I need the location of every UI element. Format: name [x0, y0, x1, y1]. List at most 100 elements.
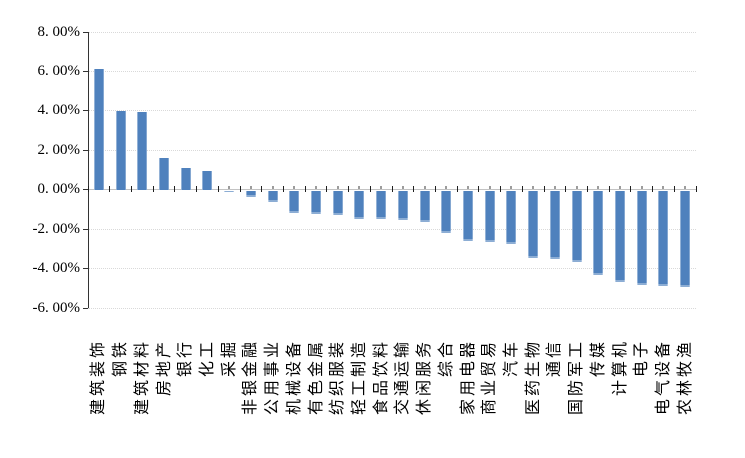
bar	[289, 190, 300, 213]
y-tick-label: 8. 00%	[37, 23, 81, 40]
x-category-label: 农林牧渔	[676, 339, 694, 416]
category-boundary-tick	[456, 185, 458, 192]
category-boundary-tick	[500, 185, 502, 192]
bar	[397, 190, 408, 221]
x-category-label: 轻工制造	[350, 339, 368, 416]
x-category-label: 电气设备	[654, 339, 672, 416]
category-boundary-tick	[369, 185, 371, 192]
category-boundary-tick	[478, 185, 480, 192]
x-category-label: 建筑装饰	[90, 339, 108, 416]
y-tick-label: 2. 00%	[37, 141, 81, 158]
y-axis-tick	[83, 189, 88, 191]
x-category-label: 纺织服装	[329, 339, 347, 416]
x-category-label: 非银金融	[242, 339, 260, 416]
x-category-label: 公用事业	[264, 339, 282, 416]
x-category-label: 计算机	[611, 339, 629, 397]
category-boundary-tick	[326, 185, 328, 192]
grid-line	[88, 268, 696, 270]
category-center-tick	[597, 185, 600, 189]
category-boundary-tick	[543, 185, 545, 192]
category-center-tick	[271, 185, 274, 189]
x-category-label: 传媒	[589, 339, 607, 378]
category-center-tick	[358, 185, 361, 189]
bar	[549, 190, 560, 260]
bar	[441, 190, 452, 234]
bar	[484, 190, 495, 242]
category-boundary-tick	[217, 185, 219, 192]
category-center-tick	[510, 185, 513, 189]
category-boundary-tick	[282, 185, 284, 192]
category-boundary-tick	[348, 185, 350, 192]
bar	[267, 190, 278, 202]
bar	[376, 190, 387, 220]
x-category-label: 医药生物	[524, 339, 542, 416]
category-center-tick	[532, 185, 535, 189]
bar	[658, 190, 669, 286]
bar	[245, 190, 256, 197]
category-center-tick	[445, 185, 448, 189]
x-category-label: 国防军工	[568, 339, 586, 416]
bar	[528, 190, 539, 259]
bar	[93, 69, 104, 190]
bar	[636, 190, 647, 285]
category-center-tick	[293, 185, 296, 189]
category-boundary-tick	[434, 185, 436, 192]
category-boundary-tick	[239, 185, 241, 192]
category-boundary-tick	[413, 185, 415, 192]
category-center-tick	[488, 185, 491, 189]
y-tick-label: -2. 00%	[32, 220, 81, 237]
x-category-label: 休闲服务	[416, 339, 434, 416]
category-center-tick	[619, 185, 621, 189]
category-center-tick	[423, 185, 426, 189]
x-category-label: 有色金属	[307, 339, 325, 416]
category-boundary-tick	[608, 185, 610, 192]
x-category-label: 通信	[546, 339, 564, 378]
grid-line	[88, 228, 696, 230]
y-axis-tick	[83, 31, 88, 33]
bar	[180, 167, 191, 190]
category-center-tick	[575, 185, 578, 189]
grid-line	[88, 31, 696, 33]
x-category-label: 综合	[437, 339, 455, 378]
bar	[202, 171, 213, 190]
category-boundary-tick	[521, 185, 523, 192]
x-category-label: 房地产	[155, 339, 173, 397]
grid-line	[88, 307, 696, 309]
y-axis-line	[88, 32, 89, 308]
x-category-label: 电子	[633, 339, 651, 378]
category-center-tick	[228, 185, 231, 189]
y-axis-tick	[83, 268, 88, 270]
x-category-label: 汽车	[502, 339, 520, 378]
category-boundary-tick	[304, 185, 306, 192]
bar	[463, 190, 473, 241]
category-boundary-tick	[196, 185, 198, 192]
bar	[137, 112, 148, 190]
category-center-tick	[401, 185, 404, 189]
y-tick-label: 0. 00%	[37, 181, 81, 198]
category-boundary-tick	[586, 185, 588, 192]
y-axis-tick	[83, 307, 88, 309]
y-axis-tick	[83, 70, 88, 72]
bar	[506, 190, 517, 245]
y-tick-label: 4. 00%	[37, 102, 81, 119]
bar	[615, 190, 625, 282]
category-center-tick	[467, 185, 469, 189]
category-center-tick	[553, 185, 556, 189]
x-category-label: 交通运输	[394, 339, 412, 416]
category-center-tick	[662, 185, 665, 189]
bar	[224, 190, 235, 192]
category-boundary-tick	[174, 185, 176, 192]
category-boundary-tick	[695, 185, 697, 192]
bar	[311, 190, 321, 214]
x-category-label: 银行	[177, 339, 195, 378]
y-axis-tick	[83, 110, 88, 112]
x-category-label: 食品饮料	[372, 339, 390, 416]
category-center-tick	[336, 185, 339, 189]
y-tick-label: 6. 00%	[37, 62, 81, 79]
x-category-label: 建筑材料	[133, 339, 151, 416]
category-center-tick	[640, 185, 643, 189]
bar	[159, 158, 169, 190]
x-category-label: 化工	[198, 339, 216, 378]
x-category-label: 家用电器	[459, 339, 477, 416]
category-boundary-tick	[87, 185, 89, 192]
